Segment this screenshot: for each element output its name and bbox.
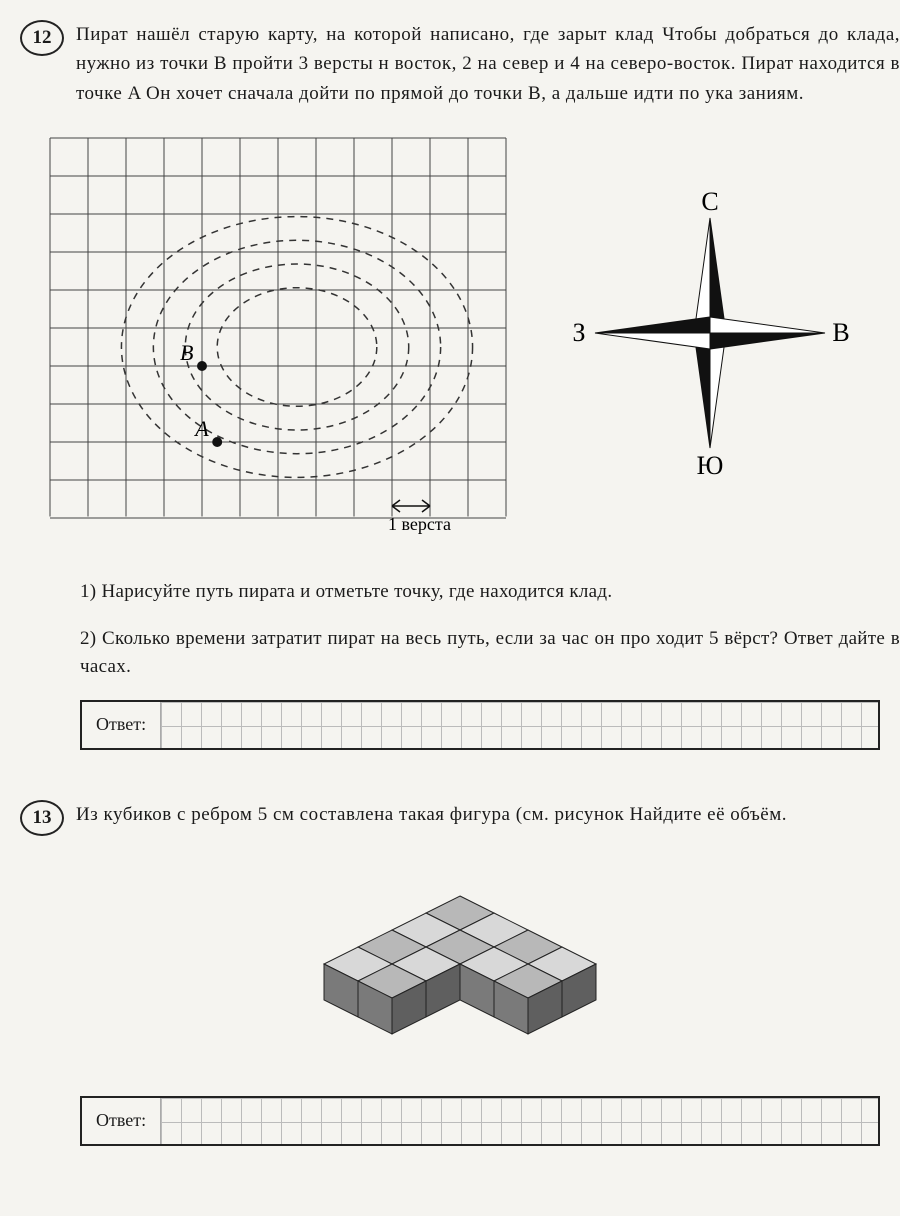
- subquestion-1: 1) Нарисуйте путь пирата и отметьте точк…: [80, 578, 900, 607]
- compass-rose: С Ю З В: [560, 183, 860, 483]
- answer-box-12[interactable]: Ответ:: [80, 700, 880, 750]
- cube-figure: [20, 866, 900, 1056]
- subquestion-2: 2) Сколько времени затратит пират на вес…: [80, 625, 900, 682]
- problem-12-subquestions: 1) Нарисуйте путь пирата и отметьте точк…: [80, 578, 900, 682]
- svg-text:С: С: [701, 187, 718, 216]
- problem-12-text: Пират нашёл старую карту, на которой нап…: [76, 20, 900, 108]
- answer-label: Ответ:: [82, 702, 161, 748]
- map-and-compass: B A 1 верста С Ю З В: [40, 128, 900, 538]
- svg-text:B: B: [180, 340, 193, 365]
- svg-text:A: A: [193, 416, 209, 441]
- problem-number-12: 12: [20, 20, 64, 56]
- answer-grid[interactable]: [161, 1098, 878, 1144]
- svg-text:1 верста: 1 верста: [388, 514, 451, 534]
- svg-text:Ю: Ю: [697, 451, 724, 480]
- problem-13: 13 Из кубиков с ребром 5 см составлена т…: [20, 800, 900, 836]
- problem-12: 12 Пират нашёл старую карту, на которой …: [20, 20, 900, 108]
- answer-grid[interactable]: [161, 702, 878, 748]
- cube-svg: [260, 866, 660, 1056]
- answer-label: Ответ:: [82, 1098, 161, 1144]
- answer-box-13[interactable]: Ответ:: [80, 1096, 880, 1146]
- treasure-map: B A 1 верста: [40, 128, 510, 538]
- svg-text:З: З: [572, 318, 585, 347]
- problem-13-text: Из кубиков с ребром 5 см составлена така…: [76, 800, 900, 829]
- svg-text:В: В: [832, 318, 849, 347]
- problem-number-13: 13: [20, 800, 64, 836]
